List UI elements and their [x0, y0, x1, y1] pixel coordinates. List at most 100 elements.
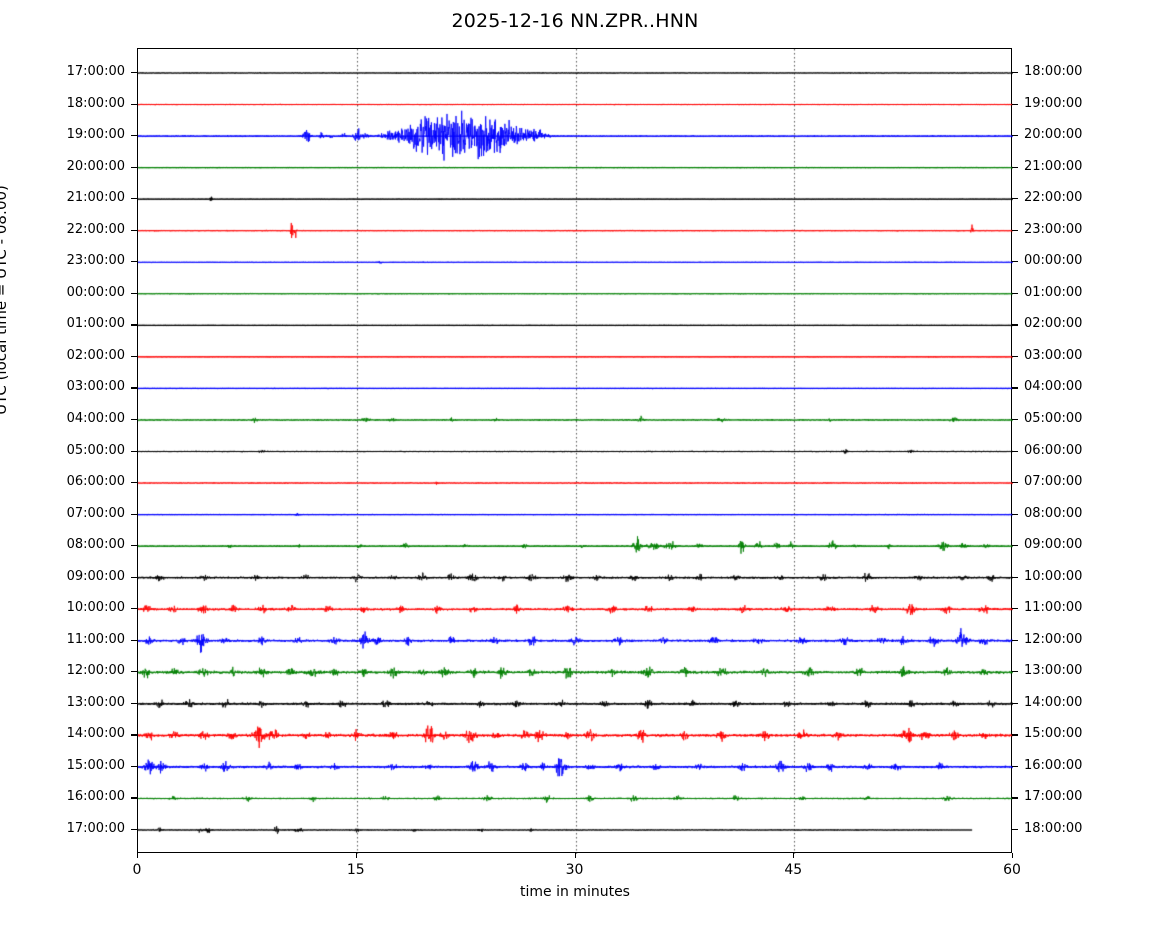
y-tick-mark-right	[1012, 765, 1018, 768]
y-tick-label-left: 08:00:00	[66, 537, 125, 553]
y-tick-label-right: 21:00:00	[1024, 158, 1083, 174]
y-tick-label-right: 00:00:00	[1024, 253, 1083, 269]
page-title: 2025-12-16 NN.ZPR..HNN	[451, 10, 699, 32]
x-tick-mark	[355, 853, 357, 858]
y-tick-mark-left	[131, 797, 137, 799]
y-tick-label-left: 18:00:00	[66, 95, 125, 111]
y-tick-label-right: 08:00:00	[1024, 505, 1083, 521]
x-tick-label: 60	[1003, 862, 1021, 878]
y-tick-mark-right	[1012, 608, 1018, 610]
y-tick-label-left: 22:00:00	[66, 221, 125, 237]
y-tick-mark-left	[131, 702, 137, 705]
y-tick-mark-right	[1012, 576, 1018, 578]
x-tick-label: 0	[132, 862, 142, 878]
y-tick-mark-left	[131, 418, 137, 421]
y-tick-mark-right	[1012, 355, 1018, 358]
y-tick-label-right: 17:00:00	[1024, 789, 1083, 805]
y-tick-label-right: 01:00:00	[1024, 284, 1083, 300]
y-tick-mark-right	[1012, 639, 1018, 641]
y-tick-mark-left	[131, 198, 137, 200]
y-tick-label-left: 21:00:00	[66, 190, 125, 206]
y-tick-label-right: 13:00:00	[1024, 663, 1083, 679]
y-tick-mark-left	[131, 829, 137, 831]
x-tick-mark	[1012, 853, 1013, 858]
y-tick-mark-left	[131, 135, 137, 137]
y-tick-label-left: 11:00:00	[66, 631, 125, 647]
y-tick-label-left: 15:00:00	[66, 757, 125, 773]
y-tick-mark-right	[1012, 198, 1018, 200]
y-tick-label-left: 16:00:00	[66, 789, 125, 805]
y-tick-mark-right	[1012, 482, 1018, 484]
y-tick-label-left: 14:00:00	[66, 726, 125, 742]
y-tick-mark-left	[131, 261, 137, 263]
y-tick-label-left: 04:00:00	[66, 410, 125, 426]
y-tick-label-right: 20:00:00	[1024, 127, 1083, 143]
waveform-canvas	[138, 49, 1013, 854]
y-tick-mark-left	[131, 292, 137, 294]
y-tick-label-left: 19:00:00	[66, 127, 125, 143]
y-tick-label-right: 10:00:00	[1024, 568, 1083, 584]
y-tick-mark-left	[131, 229, 137, 231]
y-tick-mark-left	[131, 513, 137, 515]
y-tick-mark-right	[1012, 829, 1018, 831]
y-tick-mark-left	[131, 765, 137, 768]
y-tick-label-right: 19:00:00	[1024, 95, 1083, 111]
y-tick-mark-right	[1012, 135, 1018, 137]
y-tick-label-left: 09:00:00	[66, 568, 125, 584]
y-tick-label-left: 00:00:00	[66, 284, 125, 300]
y-tick-label-left: 03:00:00	[66, 379, 125, 395]
y-tick-label-right: 23:00:00	[1024, 221, 1083, 237]
y-tick-mark-right	[1012, 671, 1018, 673]
y-tick-label-right: 02:00:00	[1024, 316, 1083, 332]
y-tick-label-right: 12:00:00	[1024, 631, 1083, 647]
y-tick-label-left: 20:00:00	[66, 158, 125, 174]
x-tick-label: 30	[565, 862, 584, 878]
y-tick-mark-right	[1012, 734, 1018, 736]
y-tick-mark-right	[1012, 72, 1018, 74]
y-tick-label-right: 22:00:00	[1024, 190, 1083, 206]
y-tick-label-right: 18:00:00	[1024, 64, 1083, 79]
y-tick-mark-left	[131, 387, 137, 389]
y-tick-label-right: 16:00:00	[1024, 757, 1083, 773]
y-tick-mark-right	[1012, 513, 1018, 515]
y-tick-mark-left	[131, 671, 137, 673]
y-tick-mark-right	[1012, 702, 1018, 705]
y-tick-label-left: 05:00:00	[66, 442, 125, 458]
y-tick-label-right: 15:00:00	[1024, 726, 1083, 742]
y-tick-mark-left	[131, 324, 137, 326]
y-tick-mark-right	[1012, 261, 1018, 263]
y-tick-label-left: 07:00:00	[66, 505, 125, 521]
y-tick-mark-right	[1012, 324, 1018, 326]
y-tick-mark-left	[131, 450, 137, 452]
y-tick-label-right: 18:00:00	[1024, 821, 1083, 836]
y-tick-label-left: 01:00:00	[66, 316, 125, 332]
y-tick-mark-right	[1012, 450, 1018, 452]
y-tick-mark-right	[1012, 797, 1018, 799]
plot-area	[137, 48, 1013, 854]
y-tick-label-left: 17:00:00	[66, 821, 125, 836]
y-tick-mark-right	[1012, 387, 1018, 389]
y-tick-mark-left	[131, 482, 137, 484]
y-tick-mark-right	[1012, 166, 1018, 168]
x-tick-mark	[793, 853, 795, 858]
y-tick-mark-left	[131, 545, 137, 547]
y-tick-label-right: 03:00:00	[1024, 347, 1083, 363]
y-tick-mark-left	[131, 734, 137, 736]
y-tick-mark-left	[131, 639, 137, 641]
y-tick-mark-left	[131, 355, 137, 358]
y-tick-mark-right	[1012, 103, 1018, 105]
y-tick-label-right: 07:00:00	[1024, 474, 1083, 490]
y-tick-label-left: 13:00:00	[66, 694, 125, 710]
y-tick-label-left: 12:00:00	[66, 663, 125, 679]
y-tick-label-right: 04:00:00	[1024, 379, 1083, 395]
y-tick-label-left: 02:00:00	[66, 347, 125, 363]
y-tick-mark-right	[1012, 418, 1018, 421]
y-tick-mark-left	[131, 72, 137, 74]
y-tick-label-right: 05:00:00	[1024, 410, 1083, 426]
y-tick-label-left: 23:00:00	[66, 253, 125, 269]
y-tick-mark-left	[131, 166, 137, 168]
x-axis-label: time in minutes	[520, 884, 630, 900]
y-tick-mark-right	[1012, 292, 1018, 294]
y-tick-mark-left	[131, 103, 137, 105]
